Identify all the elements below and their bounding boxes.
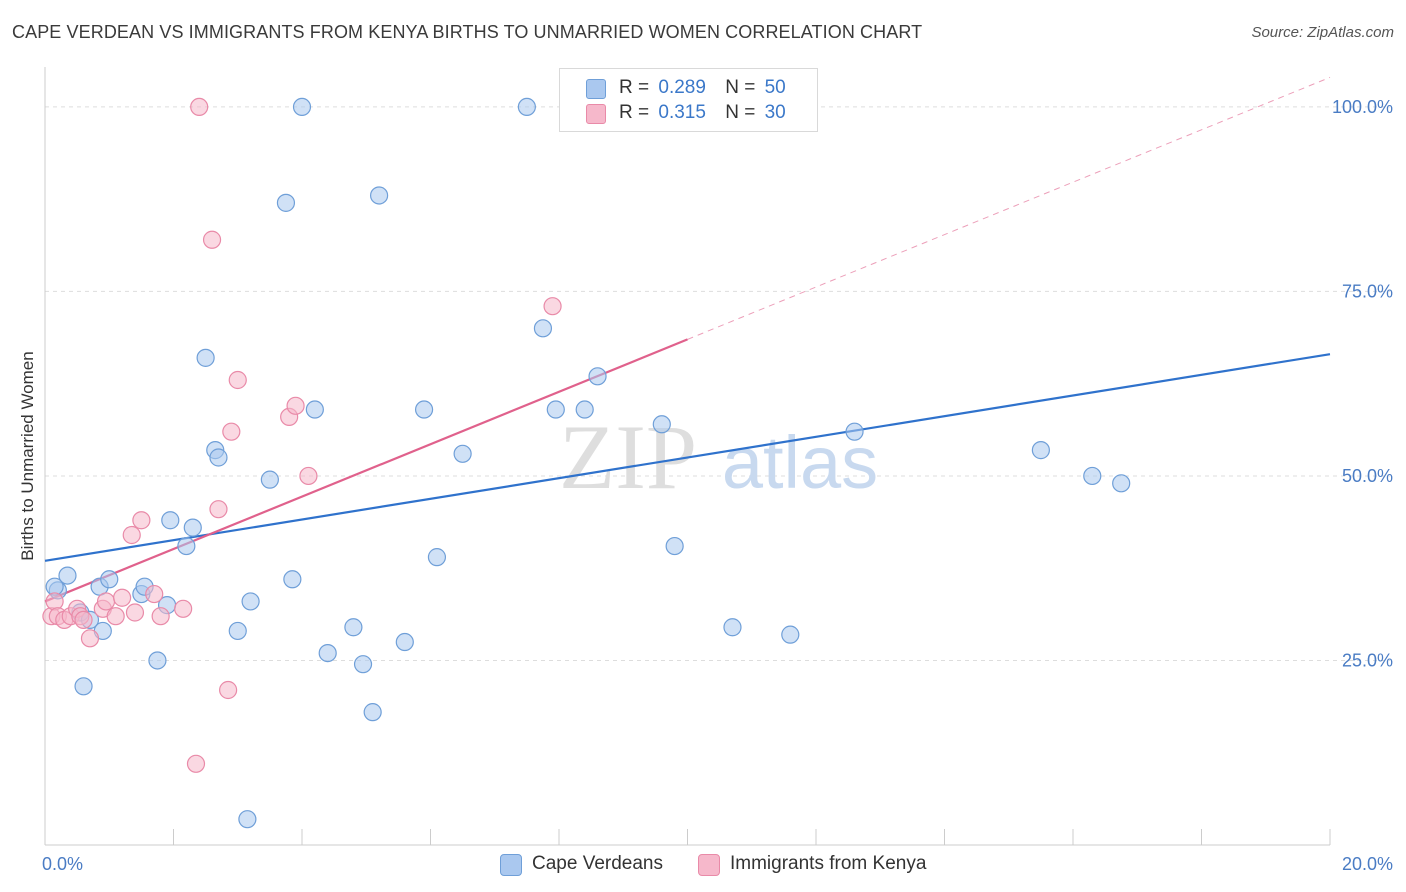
- trend-lines: [44, 76, 1331, 603]
- point-cape-verdean: [292, 97, 312, 117]
- point-cape-verdean: [723, 618, 742, 637]
- point-cape-verdean: [100, 570, 119, 589]
- swatch-kenya: [586, 104, 606, 124]
- zipatlas-watermark: ZIP atlas: [559, 406, 878, 508]
- point-cape-verdean: [228, 621, 247, 641]
- point-cape-verdean: [209, 448, 228, 467]
- r-label: R =: [619, 102, 650, 123]
- point-cape-verdean: [453, 444, 472, 463]
- y-tick-label: 50.0%: [1342, 466, 1393, 486]
- point-cape-verdean: [196, 348, 215, 367]
- point-kenya: [145, 584, 164, 604]
- point-cape-verdean: [845, 422, 864, 441]
- n-value: 50: [764, 77, 786, 98]
- series-legend: Cape Verdeans Immigrants from Kenya: [0, 852, 1406, 878]
- legend-swatch-kenya: [698, 854, 720, 876]
- point-kenya: [174, 599, 193, 618]
- trend-line-1: [44, 338, 688, 603]
- legend-swatch-cape-verdeans: [500, 854, 522, 876]
- point-cape-verdean: [148, 651, 167, 670]
- point-kenya: [186, 754, 206, 773]
- point-cape-verdean: [533, 319, 553, 338]
- axes: [44, 67, 1331, 846]
- point-cape-verdean: [546, 400, 565, 419]
- point-kenya: [96, 592, 116, 611]
- point-cape-verdean: [58, 566, 77, 585]
- source-note: Source: ZipAtlas.com: [1251, 24, 1394, 41]
- point-cape-verdean: [283, 570, 302, 589]
- y-tick-labels: 25.0% 50.0% 75.0% 100.0%: [1332, 97, 1393, 671]
- legend-label-kenya: Immigrants from Kenya: [730, 853, 927, 874]
- point-kenya: [190, 97, 209, 117]
- point-kenya: [106, 607, 125, 626]
- r-value: 0.289: [658, 77, 706, 98]
- point-cape-verdean: [370, 186, 389, 205]
- point-kenya: [151, 607, 170, 626]
- point-cape-verdean: [395, 632, 414, 652]
- point-cape-verdean: [260, 470, 279, 489]
- point-cape-verdean: [276, 193, 296, 212]
- point-kenya: [125, 603, 145, 622]
- x-tick-label-min: 0.0%: [42, 854, 83, 874]
- point-cape-verdean: [238, 810, 257, 829]
- point-cape-verdean: [517, 97, 536, 117]
- point-kenya: [112, 588, 132, 607]
- point-kenya: [122, 525, 141, 545]
- point-cape-verdean: [652, 415, 671, 434]
- point-cape-verdean: [575, 400, 594, 419]
- point-kenya: [299, 466, 318, 486]
- point-cape-verdean: [588, 367, 607, 386]
- point-cape-verdean: [363, 703, 382, 722]
- n-label: N =: [725, 102, 756, 123]
- point-kenya: [219, 680, 238, 700]
- point-cape-verdean: [427, 548, 447, 567]
- point-kenya: [132, 511, 151, 530]
- point-kenya: [286, 396, 305, 415]
- r-label: R =: [619, 77, 650, 98]
- trend-extension-1: [687, 76, 1331, 340]
- point-cape-verdean: [353, 655, 373, 674]
- data-points: [42, 97, 1131, 829]
- y-tick-label: 100.0%: [1332, 97, 1393, 117]
- point-kenya: [202, 230, 222, 249]
- r-value: 0.315: [658, 102, 706, 123]
- point-cape-verdean: [241, 592, 260, 611]
- point-cape-verdean: [1112, 474, 1131, 493]
- point-kenya: [209, 500, 228, 519]
- point-kenya: [80, 629, 100, 648]
- legend-label-cape-verdeans: Cape Verdeans: [532, 853, 663, 874]
- watermark-zip: ZIP: [559, 406, 697, 508]
- n-value: 30: [764, 102, 786, 123]
- point-kenya: [228, 370, 247, 390]
- x-tick-label-max: 20.0%: [1342, 854, 1393, 874]
- point-cape-verdean: [318, 643, 337, 663]
- point-cape-verdean: [665, 536, 684, 556]
- y-tick-label: 75.0%: [1342, 281, 1393, 301]
- point-kenya: [45, 592, 64, 611]
- y-tick-label: 25.0%: [1342, 650, 1393, 670]
- point-cape-verdean: [74, 677, 93, 696]
- point-cape-verdean: [177, 536, 196, 556]
- grid-lines: [45, 106, 1390, 661]
- trend-line-0: [44, 353, 1331, 562]
- swatch-cape-verdeans: [586, 79, 606, 99]
- stats-legend: R = 0.289 N = 50 R = 0.315 N = 30: [559, 68, 818, 132]
- chart-title: CAPE VERDEAN VS IMMIGRANTS FROM KENYA BI…: [12, 22, 923, 42]
- point-cape-verdean: [414, 400, 434, 419]
- point-cape-verdean: [305, 400, 324, 419]
- point-cape-verdean: [1031, 441, 1050, 460]
- point-kenya: [543, 297, 562, 316]
- point-cape-verdean: [183, 518, 202, 537]
- point-cape-verdean: [344, 618, 363, 637]
- n-label: N =: [725, 77, 756, 98]
- point-kenya: [222, 422, 241, 441]
- x-tick-labels: 0.0% 20.0%: [42, 854, 1393, 874]
- point-kenya: [74, 610, 93, 629]
- point-cape-verdean: [1083, 466, 1102, 486]
- point-cape-verdean: [161, 511, 180, 530]
- point-cape-verdean: [781, 625, 800, 644]
